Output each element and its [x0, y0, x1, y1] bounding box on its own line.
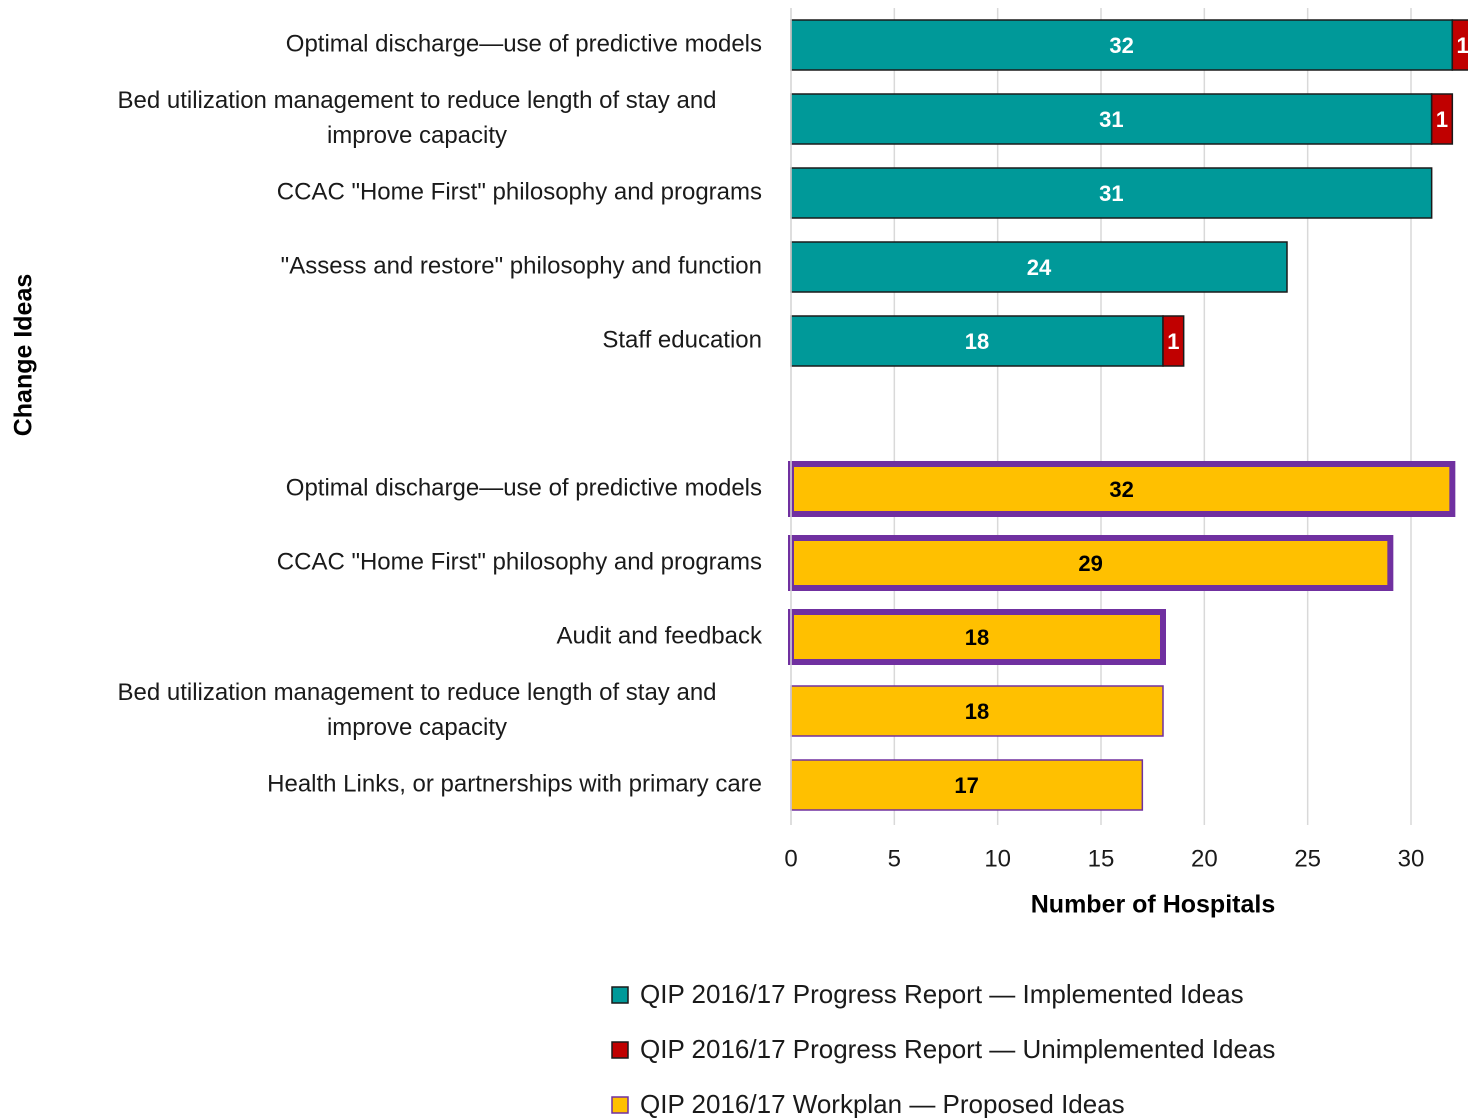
value-label: 18 [965, 329, 989, 354]
x-axis-title: Number of Hospitals [1031, 891, 1275, 919]
x-tick-label: 25 [1294, 845, 1321, 872]
legend-swatch [611, 986, 629, 1004]
value-label: 1 [1167, 329, 1179, 354]
value-label: 24 [1027, 255, 1052, 280]
bar [790, 315, 1164, 367]
value-label: 32 [1109, 477, 1133, 502]
x-tick-label: 15 [1088, 845, 1115, 872]
x-tick-label: 10 [984, 845, 1011, 872]
bar [790, 759, 1144, 811]
value-label: 18 [965, 699, 989, 724]
value-label: 31 [1099, 181, 1123, 206]
x-tick-label: 5 [888, 845, 901, 872]
bar [1451, 19, 1468, 71]
y-axis-title: Change Ideas [10, 274, 38, 437]
legend-label: QIP 2016/17 Progress Report — Unimplemen… [640, 1034, 1275, 1064]
x-tick-label: 20 [1191, 845, 1218, 872]
y-tick-label: CCAC "Home First" philosophy and program… [276, 548, 762, 576]
bar [1430, 93, 1454, 145]
x-tick-label: 30 [1398, 845, 1425, 872]
y-tick-label: Optimal discharge—use of predictive mode… [285, 30, 762, 58]
y-tick-label: Staff education [602, 326, 762, 354]
x-tick-label: 0 [784, 845, 797, 872]
y-tick-label: Bed utilization management to reduce len… [117, 679, 717, 741]
legend-swatch [611, 1041, 629, 1059]
value-label: 29 [1078, 551, 1102, 576]
legend-label: QIP 2016/17 Progress Report — Implemente… [640, 979, 1244, 1009]
bar [1162, 315, 1185, 367]
bar [790, 685, 1164, 737]
y-tick-label: "Assess and restore" philosophy and func… [280, 252, 762, 280]
value-label: 18 [965, 625, 989, 650]
y-tick-label: CCAC "Home First" philosophy and program… [276, 178, 762, 206]
value-label: 17 [954, 773, 978, 798]
bar [790, 167, 1433, 219]
value-label: 31 [1099, 107, 1123, 132]
y-tick-label: Audit and feedback [556, 622, 763, 650]
legend-label: QIP 2016/17 Workplan — Proposed Ideas [640, 1089, 1125, 1118]
value-label: 1 [1457, 33, 1468, 58]
value-label: 32 [1109, 33, 1133, 58]
y-tick-label: Health Links, or partnerships with prima… [267, 770, 762, 798]
y-tick-label: Bed utilization management to reduce len… [117, 87, 717, 149]
y-tick-label: Optimal discharge—use of predictive mode… [285, 474, 762, 502]
value-label: 1 [1436, 107, 1448, 132]
legend-swatch [611, 1096, 629, 1114]
